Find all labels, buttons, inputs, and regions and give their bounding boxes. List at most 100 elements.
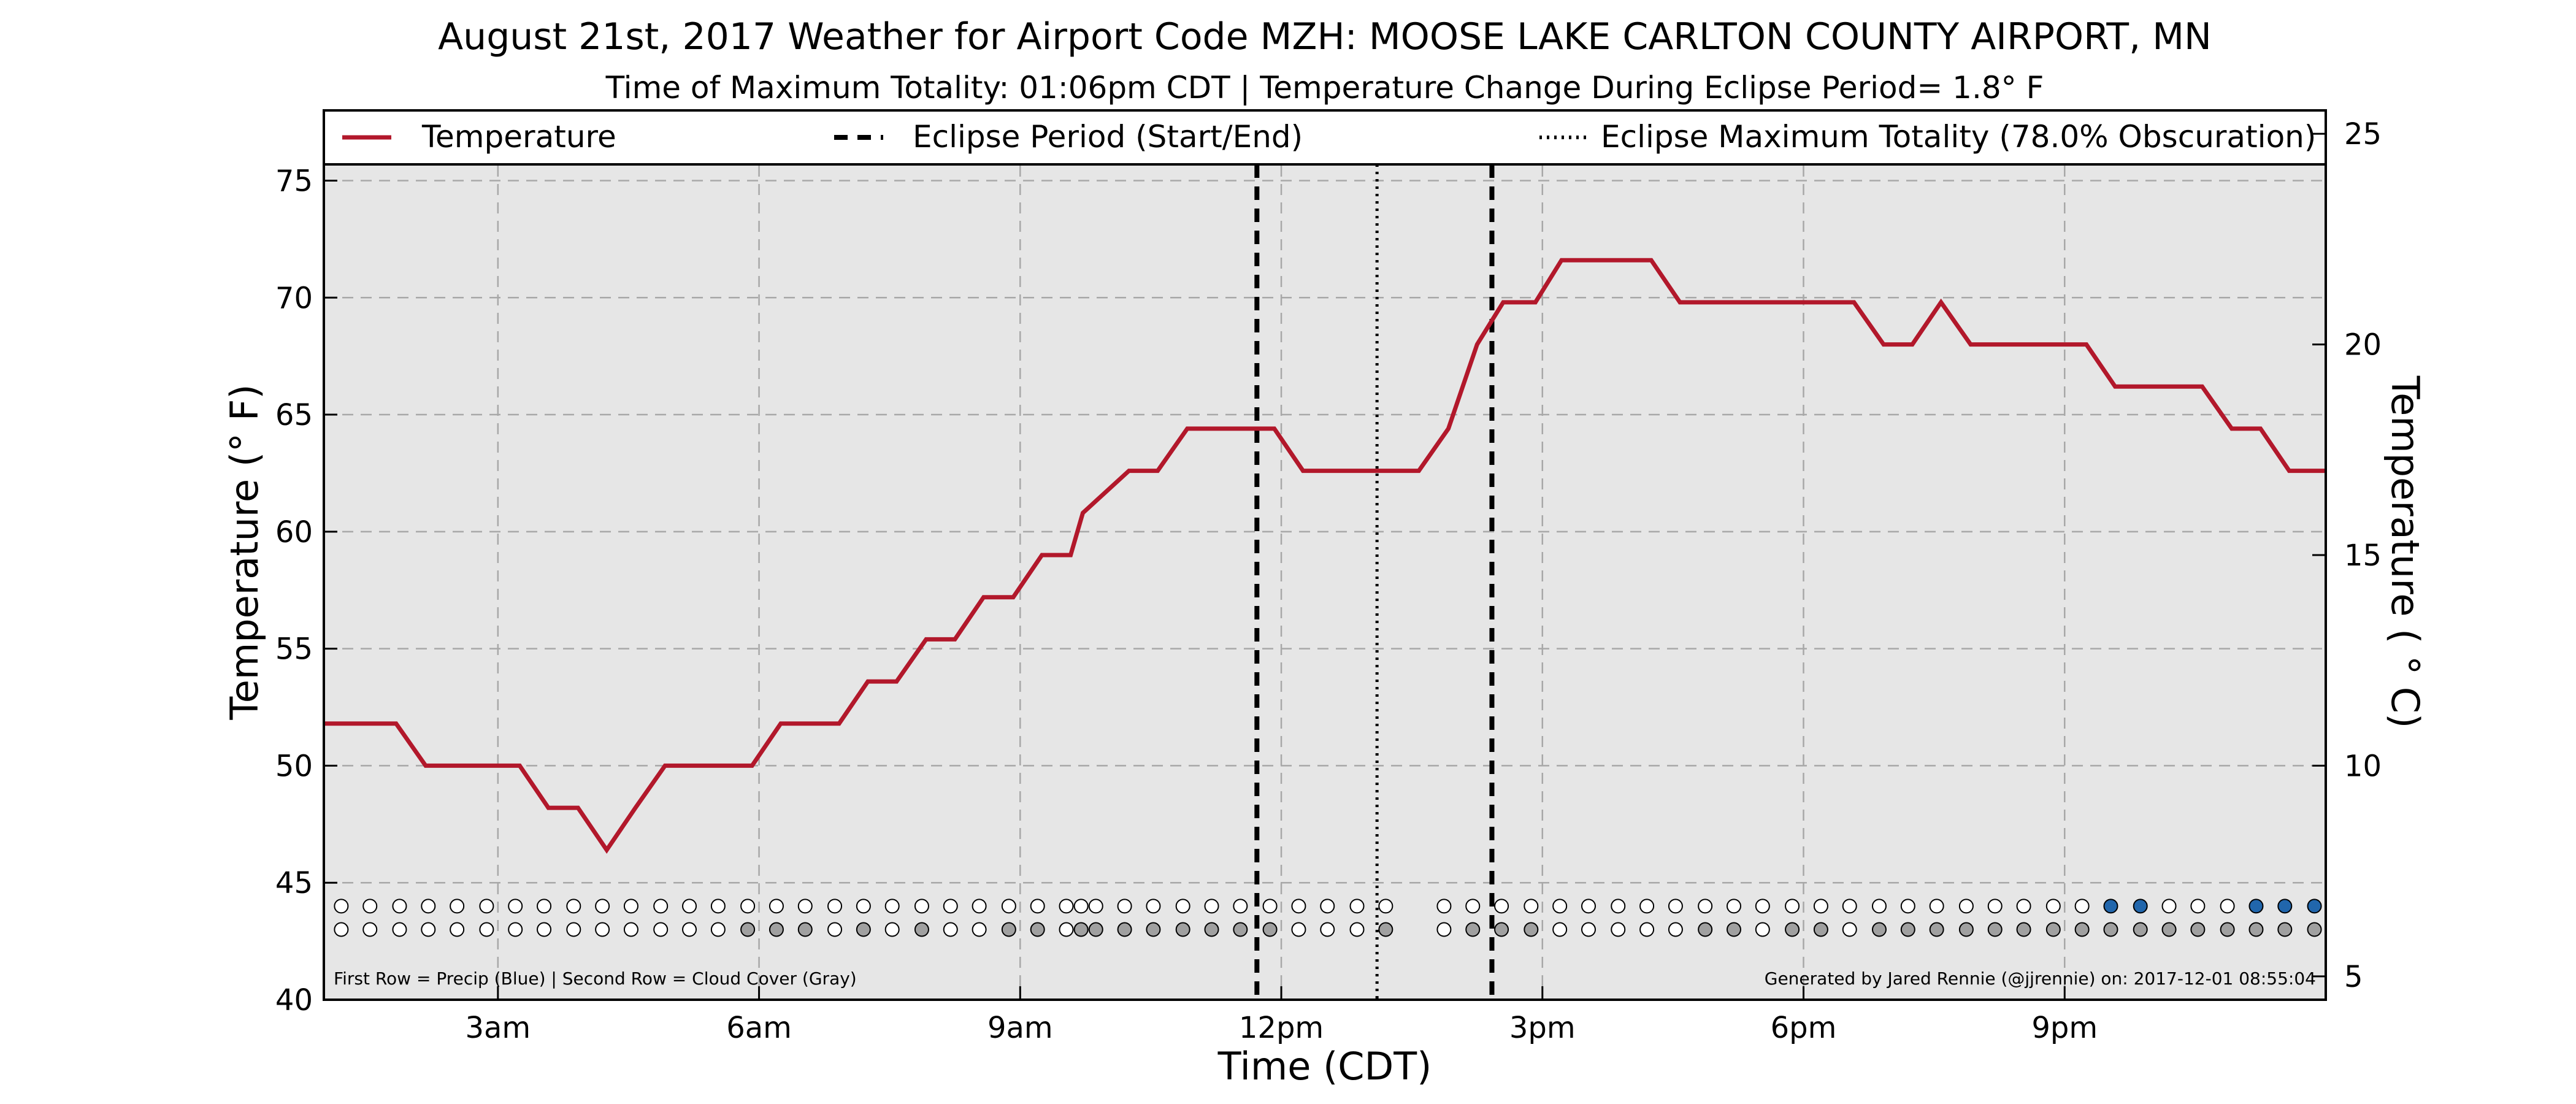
cloud-dot [972, 922, 987, 937]
precip-dot [595, 899, 610, 914]
cloud-dot [1842, 922, 1857, 937]
precip-dot [1073, 899, 1089, 914]
cloud-dot [2307, 922, 2322, 937]
cloud-dot [1349, 922, 1365, 937]
cloud-dot [1088, 922, 1103, 937]
cloud-dot [740, 922, 756, 937]
x-tick-label: 3pm [1509, 1011, 1576, 1045]
cloud-dot [682, 922, 697, 937]
precip-dot [1785, 899, 1800, 914]
precip-dot [1465, 899, 1481, 914]
precip-dot [2161, 899, 2177, 914]
cloud-dot [1900, 922, 1915, 937]
x-tick-label: 9pm [2031, 1011, 2098, 1045]
cloud-dot [537, 922, 552, 937]
precip-dot [740, 899, 756, 914]
cloud-dot [2190, 922, 2206, 937]
precip-dot [1233, 899, 1248, 914]
precip-dot [710, 899, 726, 914]
precip-dot [1320, 899, 1335, 914]
legend-box [323, 109, 2327, 166]
cloud-dot [1581, 922, 1596, 937]
cloud-dot [1117, 922, 1132, 937]
cloud-dot [623, 922, 638, 937]
precip-dot [769, 899, 784, 914]
precip-dot [1871, 899, 1887, 914]
precip-dot [1726, 899, 1741, 914]
precip-dot [1291, 899, 1306, 914]
precip-dot [508, 899, 523, 914]
precip-dot [2103, 899, 2118, 914]
y-tick-label: 65 [275, 398, 313, 432]
eclipse-lines [1254, 164, 1495, 1000]
cloud-dot [943, 922, 958, 937]
precip-dot [1436, 899, 1452, 914]
cloud-dot [1755, 922, 1770, 937]
dot-rows [334, 899, 2322, 937]
cloud-dot [1929, 922, 1944, 937]
cloud-dot [1378, 922, 1393, 937]
precip-dot [2045, 899, 2061, 914]
cloud-dot [1320, 922, 1335, 937]
cloud-dot [1465, 922, 1481, 937]
y-axis-right-ticks: 5 10 15 20 25 [2312, 117, 2382, 994]
precip-dot [2016, 899, 2031, 914]
right-tick-label: 15 [2344, 539, 2382, 573]
precip-dot [797, 899, 813, 914]
cloud-dot [421, 922, 436, 937]
cloud-dot [362, 922, 378, 937]
precip-dot [421, 899, 436, 914]
cloud-dot [392, 922, 407, 937]
cloud-dot [2248, 922, 2264, 937]
cloud-dot [1001, 922, 1016, 937]
cloud-dot [2016, 922, 2031, 937]
precip-dot [2074, 899, 2090, 914]
precip-dot [943, 899, 958, 914]
precip-dot [653, 899, 669, 914]
cloud-dot [1785, 922, 1800, 937]
cloud-dot [1698, 922, 1713, 937]
cloud-dot [2074, 922, 2090, 937]
right-tick-label: 5 [2344, 960, 2363, 994]
cloud-dot [710, 922, 726, 937]
cloud-dot [450, 922, 465, 937]
precip-dot [1262, 899, 1278, 914]
x-axis-ticks: 3am 6am 9am 12pm 3pm 6pm 9pm [465, 986, 2098, 1045]
cloud-dot [2103, 922, 2118, 937]
y-tick-label: 40 [275, 983, 313, 1018]
legend-temperature: Temperature [421, 119, 616, 155]
precip-dot [827, 899, 843, 914]
cloud-dot [1146, 922, 1161, 937]
series-group [324, 258, 2326, 854]
precip-dot [1842, 899, 1857, 914]
y-axis-left-ticks: 40 45 50 55 60 65 70 75 [275, 164, 337, 1018]
x-tick-label: 6pm [1771, 1011, 1837, 1045]
precip-dot [2190, 899, 2206, 914]
right-tick-label: 20 [2344, 328, 2382, 362]
precip-dot [362, 899, 378, 914]
cloud-dot [1175, 922, 1190, 937]
precip-dot [1524, 899, 1539, 914]
x-axis-label: Time (CDT) [1217, 1044, 1432, 1089]
precip-dot [450, 899, 465, 914]
footnote-left: First Row = Precip (Blue) | Second Row =… [334, 968, 857, 989]
cloud-dot [2045, 922, 2061, 937]
y-tick-label: 60 [275, 515, 313, 550]
cloud-dot [653, 922, 669, 937]
precip-dot [2307, 899, 2322, 914]
cloud-dot [1958, 922, 1974, 937]
y-tick-label: 45 [275, 866, 313, 900]
precip-dot [1030, 899, 1045, 914]
precip-dot [334, 899, 349, 914]
precip-dot [1929, 899, 1944, 914]
cloud-dot [2161, 922, 2177, 937]
footnote-right: Generated by Jared Rennie (@jjrennie) on… [1765, 968, 2316, 989]
cloud-dot [1059, 922, 1074, 937]
precip-dot [1900, 899, 1915, 914]
right-tick-label: 10 [2344, 749, 2382, 783]
temperature-line [324, 258, 2326, 854]
precip-dot [1987, 899, 2003, 914]
legend-eclipse-max: Eclipse Maximum Totality (78.0% Obscurat… [1601, 119, 2316, 155]
precip-dot [479, 899, 494, 914]
